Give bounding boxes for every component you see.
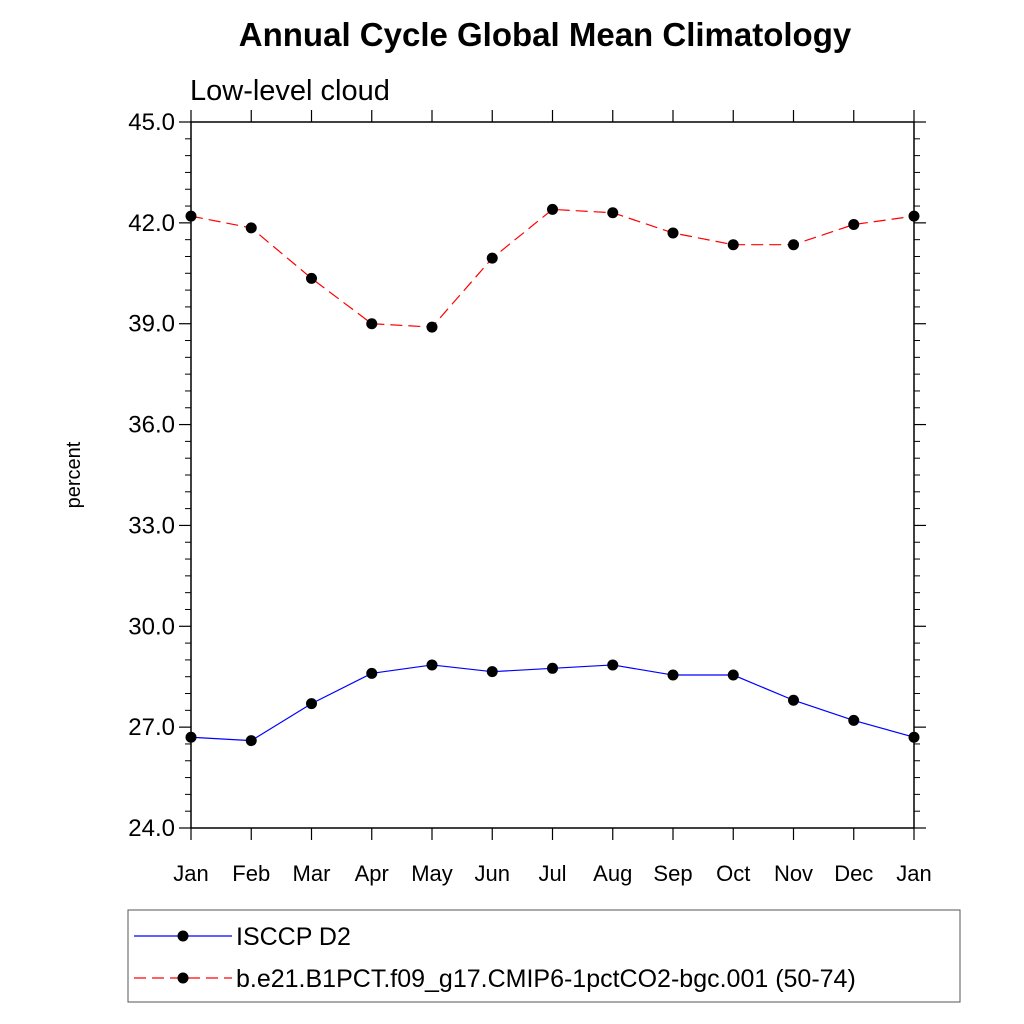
series-1-point xyxy=(788,694,799,706)
y-tick-label: 33.0 xyxy=(128,512,175,539)
x-tick-label: May xyxy=(411,861,453,886)
legend-marker-1 xyxy=(177,930,189,942)
series-line-2 xyxy=(190,208,915,328)
series-2-point xyxy=(788,239,799,251)
legend-marker-2 xyxy=(177,972,189,984)
series-1-point xyxy=(426,659,438,671)
series-2-point xyxy=(547,203,558,215)
series-1-point xyxy=(366,667,378,679)
x-tick-label: Aug xyxy=(593,861,632,886)
y-axis-label: percent xyxy=(63,441,85,508)
series-2-point xyxy=(486,252,498,264)
x-tick-label: Sep xyxy=(653,861,692,886)
x-tick-label: Mar xyxy=(293,861,331,886)
x-tick-label: Oct xyxy=(716,861,750,886)
y-tick-label: 39.0 xyxy=(128,311,175,338)
series-2-point xyxy=(908,210,920,222)
y-tick-label: 30.0 xyxy=(128,613,175,640)
series-1-point xyxy=(306,698,317,710)
y-tick-label: 24.0 xyxy=(128,815,175,842)
y-tick-label: 45.0 xyxy=(128,109,175,136)
y-tick-label: 42.0 xyxy=(128,210,175,237)
y-tick-label: 36.0 xyxy=(128,412,175,439)
legend-box xyxy=(127,909,961,1003)
x-tick-label: Jun xyxy=(475,861,510,886)
chart-subtitle: Low-level cloud xyxy=(190,75,390,107)
series-line-1 xyxy=(190,664,915,742)
series-2-point xyxy=(848,219,860,231)
series-1-point xyxy=(547,662,558,674)
series-1-point xyxy=(185,731,197,743)
series-2-point xyxy=(607,207,619,219)
series-1-point xyxy=(486,666,498,678)
series-1-point xyxy=(848,714,860,726)
legend-label-1: ISCCP D2 xyxy=(236,923,351,951)
series-2-point xyxy=(306,272,317,284)
x-tick-label: Nov xyxy=(774,861,813,886)
series-2-point xyxy=(426,321,438,333)
x-tick-label: Dec xyxy=(834,861,873,886)
series-2-point xyxy=(667,227,679,239)
series-2-point xyxy=(185,210,197,222)
series-1-point xyxy=(667,669,679,681)
x-tick-label: Feb xyxy=(232,861,270,886)
x-tick-label: Apr xyxy=(355,861,389,886)
series-2-point xyxy=(727,239,739,251)
x-tick-label: Jan xyxy=(896,861,931,886)
series-1-point xyxy=(607,659,619,671)
series-1-point xyxy=(908,731,920,743)
x-tick-label: Jan xyxy=(173,861,208,886)
legend-label-2: b.e21.B1PCT.f09_g17.CMIP6-1pctCO2-bgc.00… xyxy=(236,965,856,993)
plot-area-border xyxy=(190,121,915,829)
series-2-point xyxy=(366,318,378,330)
series-1-point xyxy=(727,669,739,681)
x-tick-label: Jul xyxy=(538,861,566,886)
series-1-point xyxy=(245,735,257,747)
y-tick-label: 27.0 xyxy=(128,714,175,741)
series-2-point xyxy=(245,222,257,234)
chart-title: Annual Cycle Global Mean Climatology xyxy=(239,16,852,53)
